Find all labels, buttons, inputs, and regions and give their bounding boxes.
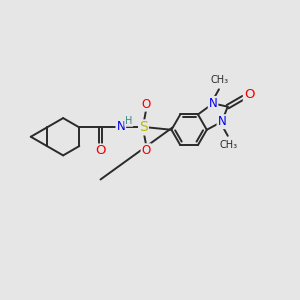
Text: H: H — [125, 116, 132, 126]
Text: S: S — [139, 120, 148, 134]
Text: O: O — [142, 144, 151, 157]
Text: N: N — [116, 120, 125, 133]
Text: CH₃: CH₃ — [211, 75, 229, 85]
Text: N: N — [209, 97, 218, 110]
Text: O: O — [142, 98, 151, 111]
Text: O: O — [244, 88, 254, 101]
Text: O: O — [95, 145, 106, 158]
Text: N: N — [218, 115, 226, 128]
Text: CH₃: CH₃ — [219, 140, 237, 150]
